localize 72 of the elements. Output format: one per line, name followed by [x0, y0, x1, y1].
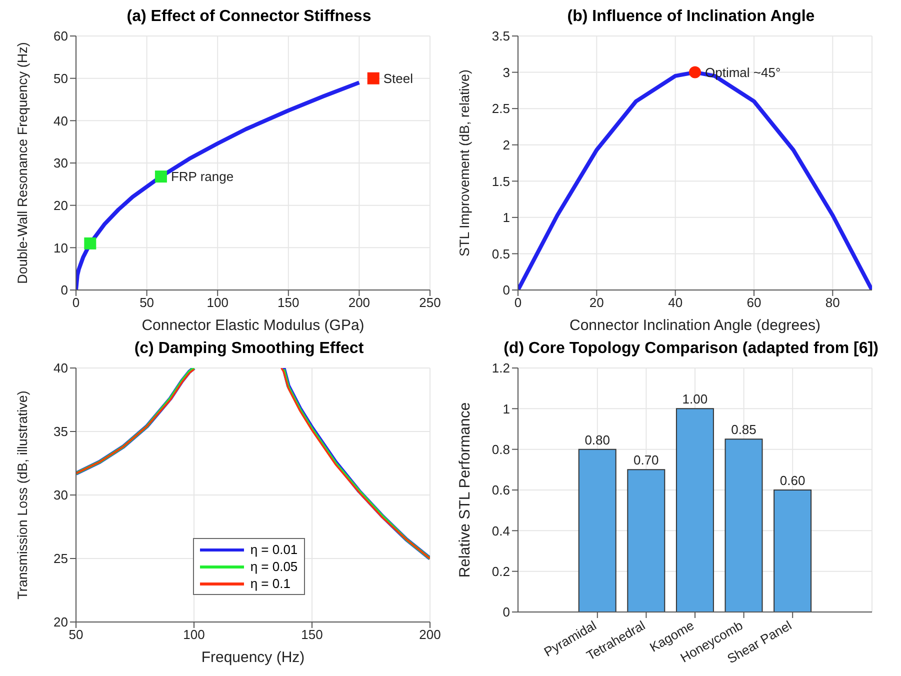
x-tick-label: 200: [348, 295, 370, 310]
y-tick-label: 0.5: [492, 246, 510, 262]
x-axis-title: Connector Inclination Angle (degrees): [570, 317, 820, 334]
x-tick-label: 0: [514, 295, 522, 310]
legend-label: η = 0.01: [250, 542, 298, 557]
y-tick-label: 1: [502, 401, 510, 416]
y-tick-label: 20: [54, 198, 68, 213]
y-axis-title: STL Improvement (dB, relative): [456, 69, 472, 257]
line-series: [76, 80, 362, 290]
x-tick-label: 50: [68, 627, 84, 642]
y-tick-label: 30: [54, 488, 68, 503]
x-tick-label: 250: [419, 295, 441, 310]
x-tick-label: 40: [668, 295, 683, 310]
x-tick-label: 60: [746, 295, 762, 310]
x-tick-label: 150: [301, 627, 323, 642]
y-tick-label: 1: [502, 210, 510, 226]
y-tick-label: 0.4: [492, 523, 510, 538]
x-tick-label: 150: [278, 295, 300, 310]
data-label: 0.80: [584, 432, 610, 448]
y-tick-label: 0.8: [492, 442, 510, 457]
y-tick-label: 2: [502, 137, 510, 152]
x-tick-label: 200: [419, 627, 441, 642]
y-tick-label: 0.6: [492, 482, 510, 498]
y-tick-label: 60: [54, 28, 68, 44]
x-tick-label: 50: [140, 295, 154, 310]
y-axis-title: Relative STL Performance: [456, 402, 474, 578]
chart-title: (d) Core Topology Comparison (adapted from [6]): [502, 340, 880, 359]
y-tick-label: 1.2: [492, 360, 510, 376]
point: [367, 72, 380, 84]
y-axis-title: Double-Wall Resonance Frequency (Hz): [14, 42, 30, 284]
bar: [578, 448, 616, 612]
y-tick-label: 25: [54, 551, 68, 566]
x-axis-title: Frequency (Hz): [201, 649, 305, 666]
legend-label: η = 0.05: [250, 559, 298, 574]
chart-title: (a) Effect of Connector Stiffness: [126, 8, 372, 27]
data-label: 0.60: [780, 473, 806, 488]
data-label: 0.70: [634, 452, 659, 468]
y-axis-title: Transmission Loss (dB, illustrative): [14, 390, 30, 600]
y-tick-label: 2.5: [492, 101, 510, 116]
annotation: Optimal ~45°: [705, 64, 781, 80]
y-tick-label: 50: [54, 70, 68, 86]
y-tick-label: 35: [54, 424, 68, 440]
y-tick-label: 40: [54, 360, 68, 376]
chart-title: (b) Influence of Inclination Angle: [566, 8, 816, 27]
x-tick-label: 80: [825, 295, 840, 310]
point: [154, 170, 167, 183]
data-label: 0.85: [731, 422, 756, 438]
x-tick-label: 100: [183, 627, 205, 642]
y-tick-label: 30: [54, 156, 68, 171]
y-tick-label: 10: [54, 240, 68, 256]
legend-label: η = 0.1: [250, 576, 290, 591]
y-tick-label: 3: [502, 64, 510, 80]
y-tick-label: 40: [54, 113, 68, 128]
point: [84, 237, 96, 250]
x-tick-label: 100: [206, 295, 228, 310]
chart-title: (c) Damping Smoothing Effect: [133, 340, 365, 359]
y-tick-label: 3.5: [492, 28, 510, 44]
bar: [774, 490, 812, 612]
x-axis-title: Connector Elastic Modulus (GPa): [142, 317, 364, 334]
bar: [676, 408, 714, 612]
data-label: 1.00: [682, 392, 708, 407]
y-tick-label: 1.5: [492, 174, 510, 189]
bar: [724, 438, 763, 612]
annotation: Steel: [383, 70, 414, 86]
y-tick-label: 0: [60, 282, 68, 298]
x-tick-label: 0: [72, 295, 80, 310]
y-tick-label: 0: [502, 282, 510, 298]
annotation: FRP range: [170, 169, 234, 184]
y-tick-label: 0.2: [492, 564, 510, 579]
y-tick-label: 0: [502, 604, 510, 620]
x-tick-label: 20: [589, 295, 604, 310]
bar: [627, 469, 666, 612]
